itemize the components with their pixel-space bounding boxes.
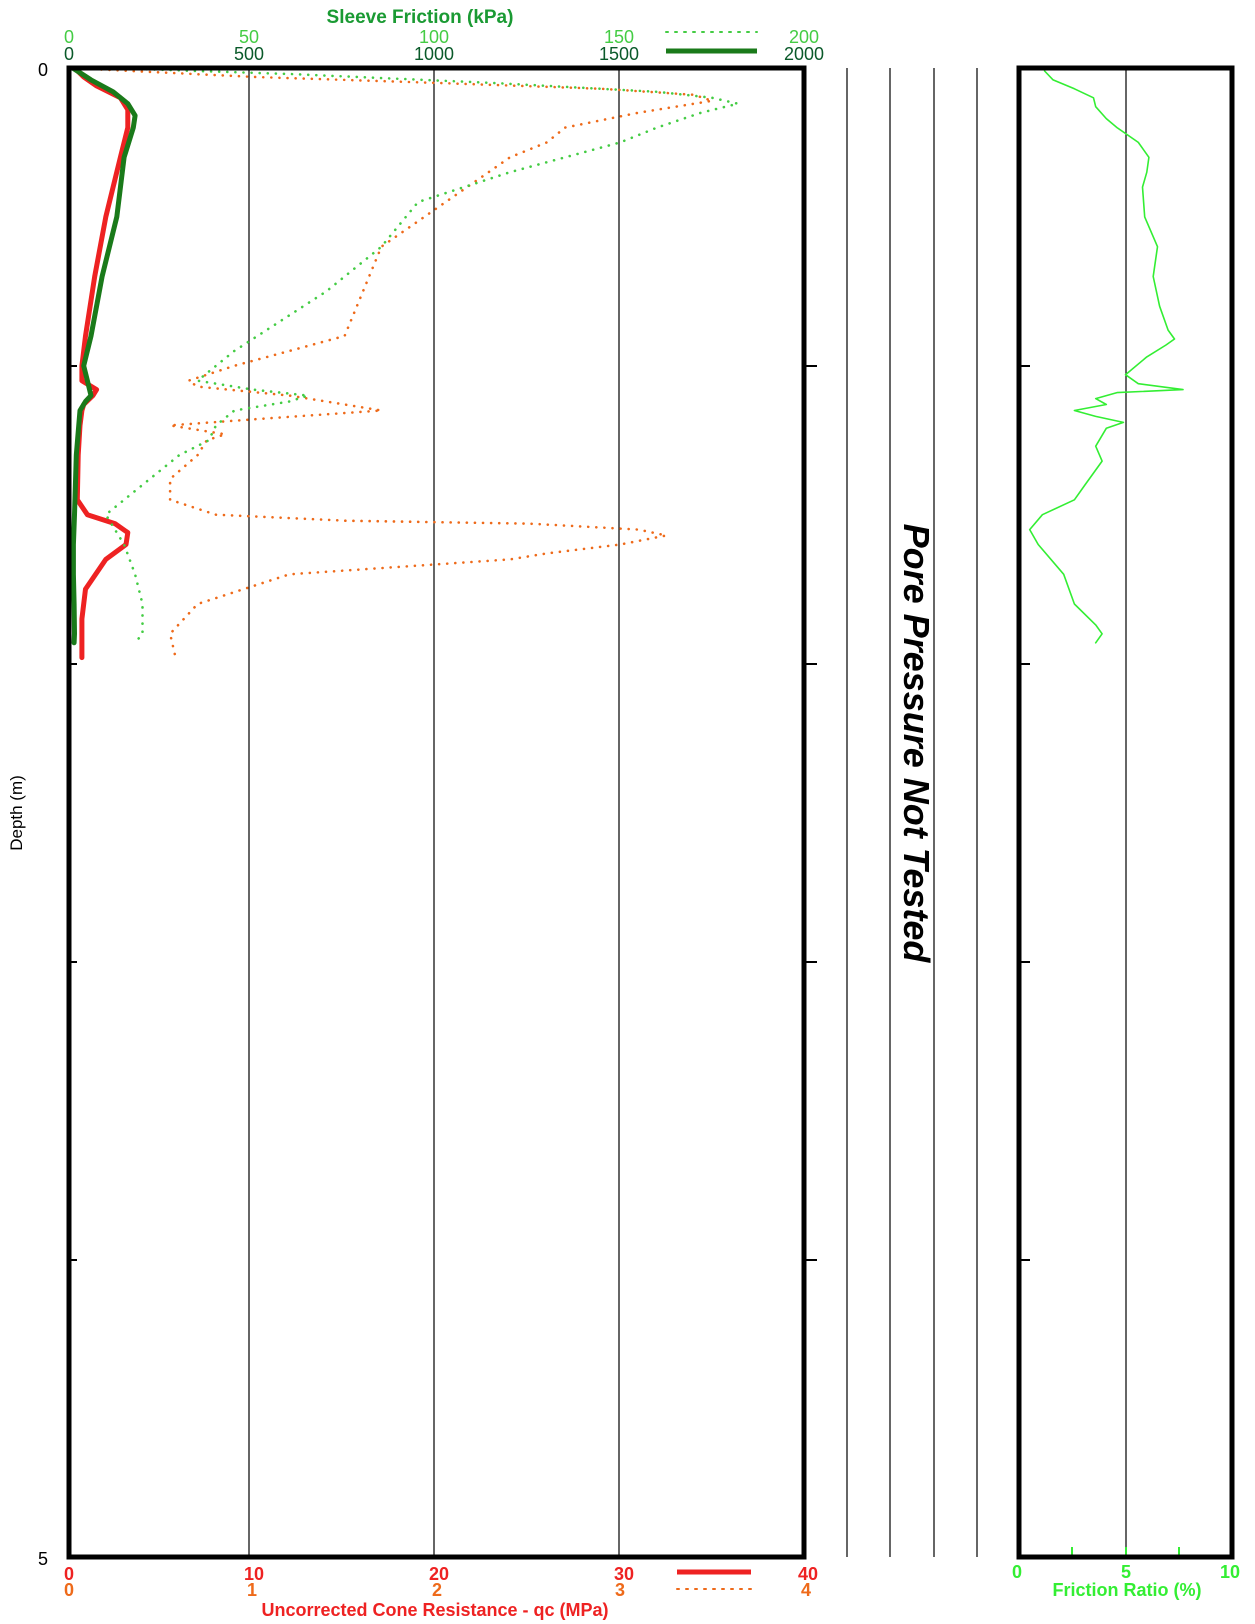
friction-ratio-label: Friction Ratio (%) [1053,1580,1202,1600]
fr-tick: 5 [1121,1562,1131,1582]
panel-frames [69,68,1232,1557]
qc-fine-tick: 3 [615,1580,625,1600]
series-line-friction-ratio [1030,71,1183,643]
sleeve-coarse-tick: 500 [234,44,264,64]
qc-fine-tick: 0 [64,1580,74,1600]
fr-tick-labels: 0 5 10 [1012,1562,1240,1582]
series-line-fs-fine [106,68,738,643]
grid-lines [249,68,1126,1557]
cone-resistance-title: Uncorrected Cone Resistance - qc (MPa) [261,1600,608,1620]
sleeve-coarse-tick-labels: 0 500 1000 1500 2000 [64,44,824,64]
fr-tick: 0 [1012,1562,1022,1582]
depth-ticks [69,366,1030,1260]
sleeve-friction-title: Sleeve Friction (kPa) [327,7,514,28]
qc-fine-tick: 4 [801,1580,811,1600]
depth-tick-label-top: 0 [38,60,48,80]
depth-tick-label-bottom: 5 [38,1549,48,1569]
pore-pressure-note: Pore Pressure Not Tested [896,524,937,964]
qc-fine-tick-labels: 0 1 2 3 4 [64,1580,811,1600]
series-layer [69,68,1183,658]
qc-fine-tick: 2 [432,1580,442,1600]
qc-fine-tick: 1 [247,1580,257,1600]
sleeve-coarse-tick: 0 [64,44,74,64]
series-line-qc-fine [69,68,712,658]
sleeve-coarse-tick: 1000 [414,44,454,64]
qc-panel-frame [69,68,804,1557]
fr-tick: 10 [1220,1562,1240,1582]
depth-axis-label: Depth (m) [7,775,26,851]
sleeve-coarse-tick: 2000 [784,44,824,64]
sleeve-coarse-tick: 1500 [599,44,639,64]
